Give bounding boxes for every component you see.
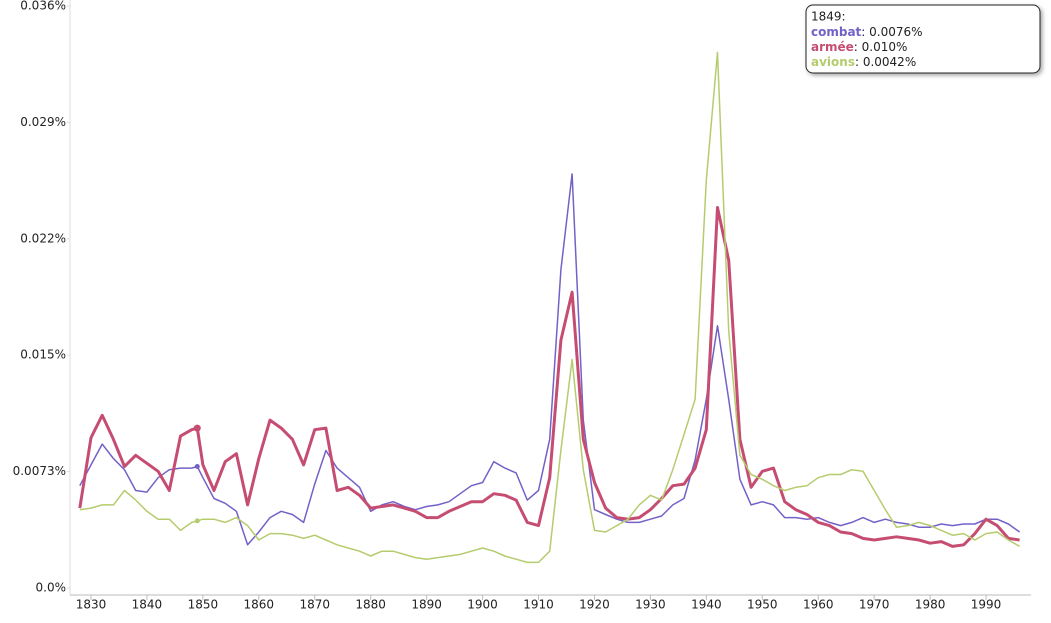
tooltip-series-name: combat [811,25,862,39]
y-tick-label: 0.036% [20,0,66,13]
tooltip-value: : 0.0076% [861,25,922,39]
y-tick-label: 0.0073% [13,464,66,478]
x-tick-label: 1930 [635,598,666,612]
lines [78,51,1021,564]
x-tick-label: 1850 [188,598,219,612]
tooltip-row: combat: 0.0076% [811,25,923,39]
tooltip-title: 1849: [811,10,846,24]
y-tick-label: 0.015% [20,348,66,362]
x-tick-label: 1920 [579,598,610,612]
x-tick-label: 1880 [355,598,386,612]
x-tick-label: 1950 [747,598,778,612]
tooltip-series-name: armée [811,40,854,54]
hover-point [194,518,200,524]
x-tick-label: 1910 [523,598,554,612]
x-tick-label: 1900 [467,598,498,612]
x-tick-label: 1870 [299,598,330,612]
series-line [78,206,1020,548]
hover-point [193,424,201,432]
hover-point [194,463,200,469]
x-tick-label: 1980 [915,598,946,612]
tooltip-box [805,4,1041,74]
series-line [79,173,1021,546]
x-tick-label: 1940 [691,598,722,612]
x-tick-label: 1990 [971,598,1002,612]
y-tick-label: 0.022% [20,231,66,245]
tooltip: 1849:combat: 0.0076%armée: 0.010%avions:… [193,4,1041,524]
axes: 0.0% 0.0073% 0.015% 0.022% 0.029% 0.036% 1830 1… [13,0,1031,612]
x-tick-label: 1830 [76,598,107,612]
tooltip-row: armée: 0.010% [811,40,907,54]
tooltip-row: avions: 0.0042% [811,55,916,69]
tooltip-value: : 0.010% [854,40,908,54]
y-tick-label: 0.0% [36,581,67,595]
x-tick-label: 1840 [132,598,163,612]
series-line [79,51,1020,564]
y-tick-label: 0.029% [20,115,66,129]
x-tick-label: 1890 [411,598,442,612]
x-tick-label: 1970 [859,598,890,612]
x-tick-label: 1960 [803,598,834,612]
x-tick-label: 1860 [244,598,275,612]
tooltip-value: : 0.0042% [855,55,916,69]
tooltip-series-name: avions [811,55,855,69]
